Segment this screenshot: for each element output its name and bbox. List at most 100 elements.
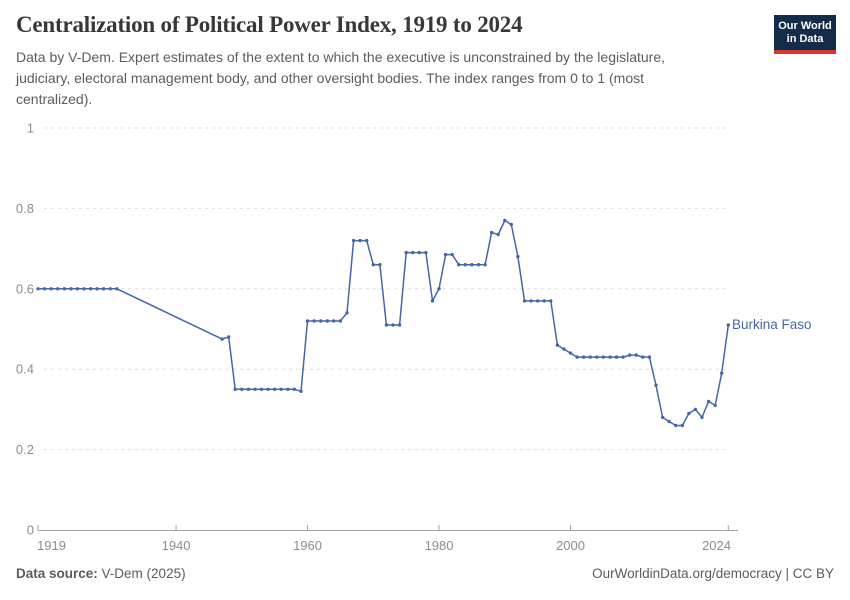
- owid-logo[interactable]: Our World in Data: [774, 15, 836, 54]
- data-point-dot[interactable]: [595, 355, 599, 359]
- y-axis-tick-label: 0.4: [16, 362, 34, 377]
- data-point-dot[interactable]: [588, 355, 592, 359]
- data-point-dot[interactable]: [227, 335, 231, 339]
- data-point-dot[interactable]: [660, 415, 665, 420]
- credit-link[interactable]: OurWorldinData.org/democracy | CC BY: [592, 566, 834, 581]
- data-point-dot[interactable]: [220, 337, 224, 341]
- data-point-dot[interactable]: [516, 254, 520, 259]
- data-point-dot[interactable]: [371, 263, 375, 267]
- data-point-dot[interactable]: [601, 355, 606, 359]
- x-axis-tick-label: 2000: [556, 538, 585, 553]
- data-point-dot[interactable]: [292, 387, 297, 391]
- data-point-dot[interactable]: [713, 403, 717, 408]
- data-point-dot[interactable]: [365, 238, 369, 243]
- data-point-dot[interactable]: [404, 250, 408, 255]
- data-point-dot[interactable]: [49, 287, 53, 291]
- data-point-dot[interactable]: [424, 250, 428, 255]
- data-point-dot[interactable]: [647, 355, 652, 359]
- data-point-dot[interactable]: [82, 287, 86, 291]
- data-point-dot[interactable]: [582, 355, 586, 359]
- data-point-dot[interactable]: [687, 411, 691, 416]
- data-point-dot[interactable]: [706, 399, 711, 404]
- data-point-dot[interactable]: [535, 299, 540, 303]
- entity-label[interactable]: Burkina Faso: [732, 317, 812, 332]
- data-point-dot[interactable]: [286, 387, 290, 391]
- data-point-dot[interactable]: [299, 389, 303, 393]
- data-point-dot[interactable]: [575, 355, 579, 359]
- data-point-dot[interactable]: [726, 323, 730, 327]
- data-point-dot[interactable]: [549, 299, 553, 303]
- data-point-dot[interactable]: [345, 311, 349, 315]
- data-point-dot[interactable]: [628, 353, 632, 357]
- data-point-dot[interactable]: [69, 287, 73, 291]
- y-axis-tick-label: 0.8: [16, 201, 34, 216]
- data-point-dot[interactable]: [608, 355, 612, 359]
- data-point-dot[interactable]: [568, 351, 573, 355]
- data-point-dot[interactable]: [384, 323, 389, 327]
- data-point-dot[interactable]: [253, 387, 257, 391]
- data-point-dot[interactable]: [555, 343, 560, 347]
- data-point-dot[interactable]: [463, 263, 467, 267]
- data-point-dot[interactable]: [437, 287, 441, 291]
- data-point-dot[interactable]: [667, 419, 671, 424]
- data-point-dot[interactable]: [503, 218, 507, 223]
- data-point-dot[interactable]: [319, 319, 323, 323]
- data-point-dot[interactable]: [700, 415, 704, 420]
- data-point-dot[interactable]: [443, 252, 448, 257]
- data-point-dot[interactable]: [450, 252, 454, 257]
- data-point-dot[interactable]: [56, 287, 60, 291]
- data-point-dot[interactable]: [115, 287, 119, 291]
- data-point-dot[interactable]: [522, 299, 527, 303]
- data-point-dot[interactable]: [108, 287, 113, 291]
- data-point-dot[interactable]: [88, 287, 93, 291]
- data-point-dot[interactable]: [351, 238, 356, 243]
- data-point-dot[interactable]: [233, 387, 237, 391]
- data-point-dot[interactable]: [332, 319, 336, 323]
- owid-logo-line1: Our World: [778, 20, 832, 32]
- data-point-dot[interactable]: [621, 355, 625, 359]
- data-point-dot[interactable]: [397, 323, 402, 327]
- data-point-dot[interactable]: [305, 319, 310, 323]
- data-point-dot[interactable]: [509, 222, 513, 227]
- data-point-dot[interactable]: [391, 323, 395, 327]
- data-point-dot[interactable]: [542, 299, 546, 303]
- data-point-dot[interactable]: [720, 371, 724, 375]
- data-point-dot[interactable]: [470, 263, 474, 267]
- data-point-dot[interactable]: [358, 238, 362, 243]
- data-point-dot[interactable]: [42, 287, 47, 291]
- chart-line: [38, 219, 730, 427]
- data-point-dot[interactable]: [430, 299, 435, 303]
- data-point-dot[interactable]: [75, 287, 80, 291]
- data-point-dot[interactable]: [674, 423, 678, 428]
- data-point-dot[interactable]: [273, 387, 277, 391]
- data-point-dot[interactable]: [476, 263, 481, 267]
- data-point-dot[interactable]: [62, 287, 66, 291]
- data-point-dot[interactable]: [246, 387, 251, 391]
- data-point-dot[interactable]: [614, 355, 619, 359]
- data-point-dot[interactable]: [259, 387, 264, 391]
- data-point-dot[interactable]: [641, 355, 645, 359]
- data-point-dot[interactable]: [411, 250, 415, 255]
- data-point-dot[interactable]: [240, 387, 244, 391]
- data-point-dot[interactable]: [496, 232, 500, 237]
- data-point-dot[interactable]: [279, 387, 283, 391]
- data-point-dot[interactable]: [266, 387, 270, 391]
- data-point-dot[interactable]: [483, 263, 487, 267]
- data-point-dot[interactable]: [417, 250, 421, 255]
- data-point-dot[interactable]: [312, 319, 316, 323]
- data-point-dot[interactable]: [562, 347, 566, 351]
- data-point-dot[interactable]: [457, 263, 461, 267]
- data-point-dot[interactable]: [378, 263, 382, 267]
- data-point-dot[interactable]: [693, 407, 698, 412]
- data-point-dot[interactable]: [36, 287, 40, 291]
- data-point-dot[interactable]: [95, 287, 99, 291]
- data-point-dot[interactable]: [680, 423, 684, 428]
- data-point-dot[interactable]: [338, 319, 343, 323]
- data-point-dot[interactable]: [325, 319, 329, 323]
- data-point-dot[interactable]: [102, 287, 106, 291]
- data-point-dot[interactable]: [634, 353, 638, 357]
- data-point-dot[interactable]: [489, 230, 494, 235]
- data-point-dot[interactable]: [529, 299, 533, 303]
- data-point-dot[interactable]: [654, 383, 658, 387]
